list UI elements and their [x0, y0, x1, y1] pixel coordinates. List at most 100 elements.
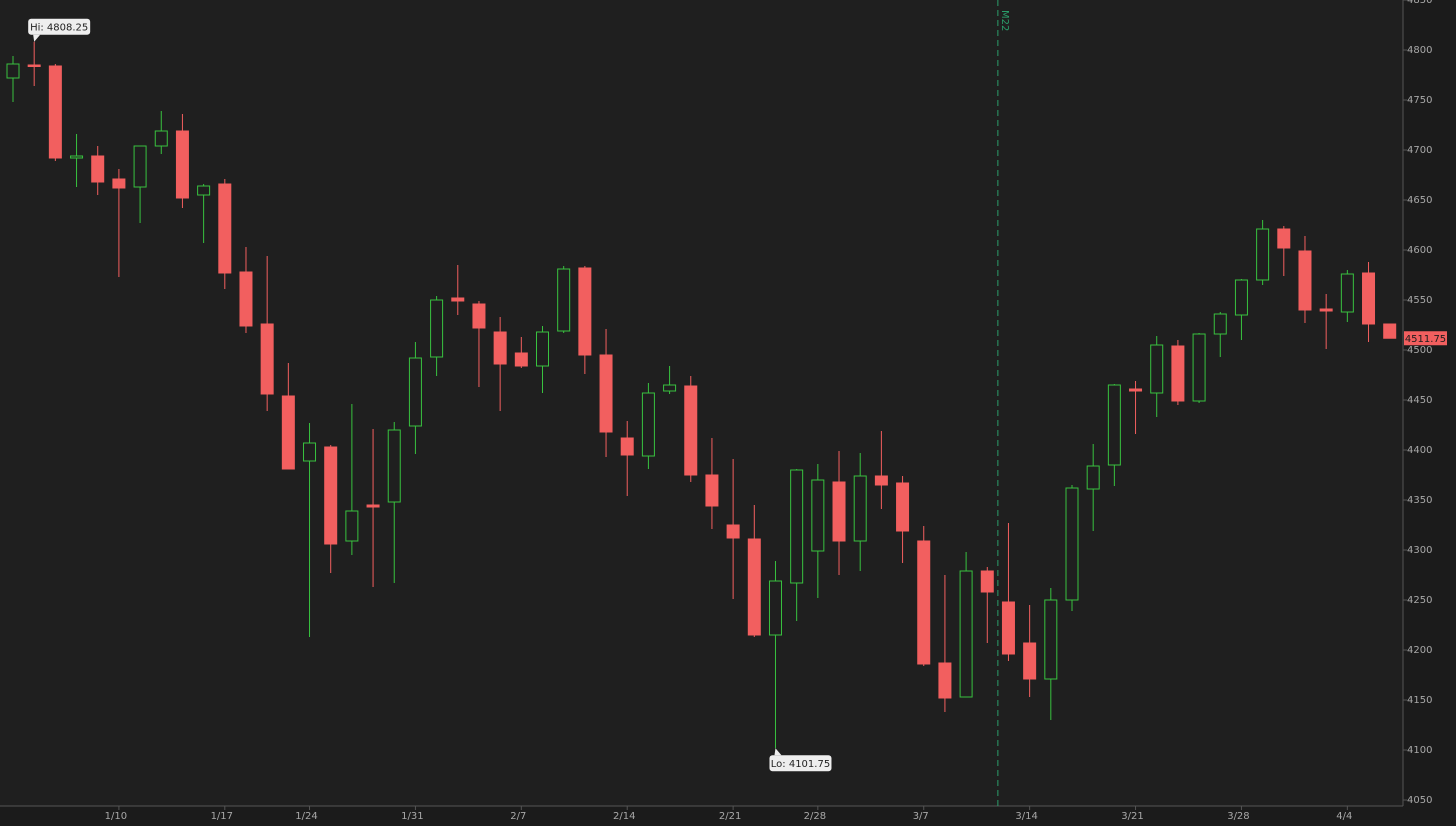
candle-body — [959, 570, 973, 698]
y-tick-label: 4100 — [1407, 745, 1432, 756]
candle-body — [345, 510, 359, 542]
candle-body — [133, 145, 147, 188]
candle-body — [641, 392, 655, 457]
candle-body — [620, 437, 634, 456]
x-tick-label: 3/14 — [1015, 811, 1037, 822]
candle-body — [70, 155, 84, 159]
candle-body — [112, 178, 126, 189]
candle-body — [768, 580, 782, 636]
candle-body — [1213, 313, 1227, 335]
candle-body — [366, 504, 380, 508]
candle-body — [48, 65, 62, 159]
candle-body — [1383, 323, 1397, 339]
candle-body — [408, 357, 422, 427]
x-tick-label: 2/28 — [804, 811, 826, 822]
x-axis-area — [0, 806, 1403, 826]
candle-body — [1150, 344, 1164, 394]
y-tick-label: 4750 — [1407, 95, 1432, 106]
candle-body — [1362, 272, 1376, 325]
y-tick-label: 4450 — [1407, 395, 1432, 406]
candle-body — [663, 384, 677, 392]
y-tick-label: 4650 — [1407, 195, 1432, 206]
x-tick-label: 3/21 — [1121, 811, 1143, 822]
candle-body — [1065, 487, 1079, 601]
candle-body — [832, 481, 846, 542]
candle-body — [938, 662, 952, 699]
candle-body — [218, 183, 232, 274]
candle-body — [493, 331, 507, 365]
x-tick-label: 1/24 — [295, 811, 317, 822]
x-tick-label: 4/4 — [1336, 811, 1352, 822]
candle-body — [197, 185, 211, 196]
candle-body — [1340, 273, 1354, 313]
callout-box — [769, 755, 832, 772]
callout-label: Lo: 4101.75 — [771, 759, 830, 770]
x-tick-label: 3/7 — [913, 811, 929, 822]
callout-pointer — [33, 34, 41, 42]
candle-body — [853, 475, 867, 542]
x-tick-label: 2/7 — [510, 811, 526, 822]
y-tick-label: 4200 — [1407, 645, 1432, 656]
candle-body — [747, 538, 761, 636]
x-tick-label: 3/28 — [1227, 811, 1249, 822]
candle-body — [239, 271, 253, 327]
y-tick-label: 4150 — [1407, 695, 1432, 706]
y-tick-label: 4300 — [1407, 545, 1432, 556]
y-tick-label: 4050 — [1407, 795, 1432, 806]
price-callout: Lo: 4101.75 — [769, 748, 832, 772]
candle-body — [1129, 388, 1143, 392]
candle-body — [599, 354, 613, 433]
candle-body — [1256, 228, 1270, 281]
candle-body — [1298, 250, 1312, 311]
candle-body — [6, 63, 20, 79]
y-tick-label: 4800 — [1407, 45, 1432, 56]
callout-pointer — [774, 748, 782, 756]
last-price-label: 4511.75 — [1405, 334, 1446, 345]
y-tick-label: 4250 — [1407, 595, 1432, 606]
candle-body — [1023, 642, 1037, 680]
callout-box — [28, 18, 91, 35]
candle-body — [451, 297, 465, 302]
candle-body — [1171, 345, 1185, 402]
x-tick-label: 2/21 — [719, 811, 741, 822]
candle-body — [27, 64, 41, 67]
candle-body — [557, 268, 571, 332]
candle-body — [1192, 333, 1206, 402]
candle-body — [514, 352, 528, 367]
candle-body — [705, 474, 719, 507]
candle-body — [472, 303, 486, 329]
candle-body — [790, 469, 804, 584]
candle-body — [175, 130, 189, 199]
candle-body — [91, 155, 105, 183]
candle-body — [874, 475, 888, 486]
candle-body — [684, 385, 698, 476]
callout-label: Hi: 4808.25 — [30, 22, 88, 33]
candle-body — [1001, 601, 1015, 655]
candle-body — [536, 331, 549, 367]
candle-body — [578, 267, 592, 356]
candle-body — [154, 130, 168, 147]
y-tick-label: 4400 — [1407, 445, 1432, 456]
y-tick-label: 4350 — [1407, 495, 1432, 506]
candle-body — [303, 442, 317, 462]
y-tick-label: 4600 — [1407, 245, 1432, 256]
last-price-box — [1404, 331, 1447, 346]
candle-body — [896, 482, 910, 532]
candle-body — [1086, 465, 1100, 490]
y-axis-area — [1403, 0, 1456, 826]
candle-body — [387, 429, 401, 503]
candle-body — [980, 570, 994, 593]
plot-area — [0, 0, 1403, 806]
x-tick-label: 2/14 — [613, 811, 635, 822]
x-tick-label: 1/17 — [211, 811, 233, 822]
candle-body — [324, 446, 338, 545]
x-tick-label: 1/10 — [105, 811, 127, 822]
candle-body — [1277, 228, 1291, 249]
candle-body — [281, 395, 295, 470]
candle-body — [917, 540, 931, 665]
y-tick-label: 4850 — [1407, 0, 1432, 6]
candle-body — [811, 479, 825, 552]
y-tick-label: 4550 — [1407, 295, 1432, 306]
candle-body — [260, 323, 274, 395]
expiry-label: M22 — [999, 10, 1010, 31]
